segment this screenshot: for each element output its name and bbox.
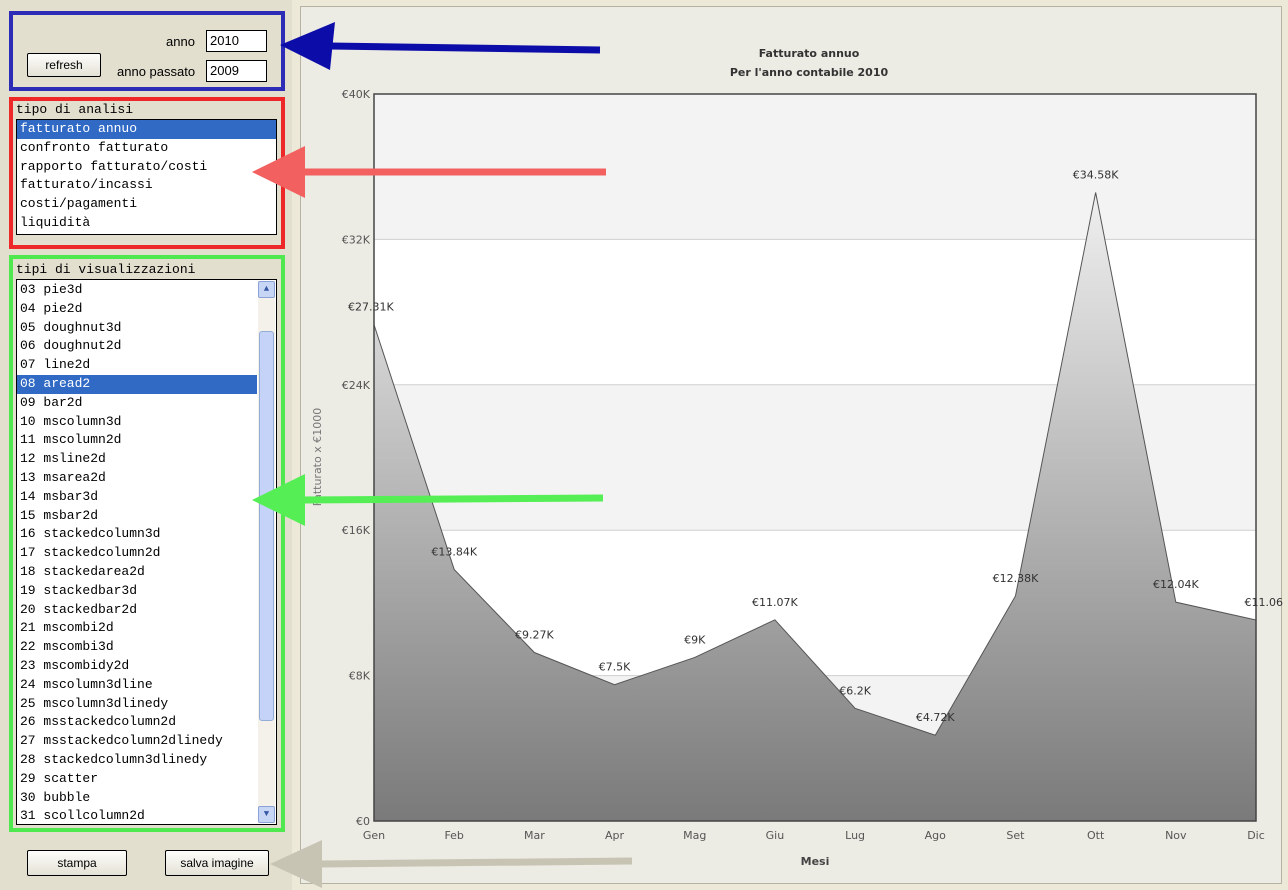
x-axis-label: Mesi bbox=[801, 855, 830, 868]
list-item[interactable]: 07 line2d bbox=[20, 357, 91, 373]
list-item[interactable]: rapporto fatturato/costi bbox=[20, 158, 208, 174]
visualization-type-title: tipi di visualizzazioni bbox=[16, 262, 196, 277]
anno-passato-input[interactable]: 2009 bbox=[206, 60, 267, 82]
anno-input[interactable]: 2010 bbox=[206, 30, 267, 52]
list-item[interactable]: 13 msarea2d bbox=[20, 469, 106, 485]
data-label: €11.06 bbox=[1245, 596, 1284, 609]
y-axis-ticks: €0 €8K €16K €24K €32K €40K bbox=[342, 88, 371, 828]
data-label: €7.5K bbox=[599, 661, 631, 674]
y-tick-label: €16K bbox=[342, 524, 371, 537]
list-item[interactable]: 17 stackedcolumn2d bbox=[20, 545, 161, 561]
list-item[interactable]: 03 pie3d bbox=[20, 282, 83, 297]
x-tick-label: Ott bbox=[1087, 829, 1105, 842]
data-label: €12.38K bbox=[993, 572, 1039, 585]
list-item[interactable]: 09 bar2d bbox=[20, 394, 83, 410]
y-tick-label: €8K bbox=[349, 670, 371, 683]
x-tick-label: Dic bbox=[1247, 829, 1265, 842]
list-item[interactable]: fatturato/incassi bbox=[20, 177, 153, 193]
salva-imagine-button[interactable]: salva imagine bbox=[165, 850, 269, 876]
y-tick-label: €0 bbox=[356, 815, 370, 828]
data-labels: €27.31K €13.84K €9.27K €7.5K €9K €11.07K €6.2K… bbox=[348, 169, 1283, 725]
visualization-type-list[interactable]: 03 pie3d 04 pie2d 05 doughnut3d 06 doughnut… bbox=[16, 279, 277, 825]
data-label: €34.58K bbox=[1073, 169, 1119, 182]
data-label: €27.31K bbox=[348, 301, 394, 314]
list-item[interactable]: 29 scatter bbox=[20, 770, 99, 786]
visualization-type-highlight bbox=[9, 255, 285, 832]
data-label: €9.27K bbox=[515, 629, 554, 642]
list-item[interactable]: 19 stackedbar3d bbox=[20, 582, 138, 598]
data-label: €13.84K bbox=[431, 545, 477, 558]
analysis-type-title: tipo di analisi bbox=[16, 102, 134, 117]
list-item[interactable]: confronto fatturato bbox=[20, 139, 169, 155]
analysis-type-list[interactable]: fatturato annuo confronto fatturato rappor… bbox=[16, 119, 277, 235]
list-item[interactable]: fatturato annuo bbox=[17, 120, 276, 139]
x-tick-label: Set bbox=[1006, 829, 1025, 842]
x-tick-label: Feb bbox=[444, 829, 463, 842]
list-item[interactable]: 26 msstackedcolumn2d bbox=[20, 714, 177, 730]
x-tick-label: Mar bbox=[524, 829, 545, 842]
chart-subtitle: Per l'anno contabile 2010 bbox=[730, 66, 889, 79]
x-tick-label: Giu bbox=[766, 829, 785, 842]
data-label: €11.07K bbox=[752, 596, 798, 609]
list-item[interactable]: 06 doughnut2d bbox=[20, 338, 122, 354]
area-chart: Fatturato annuo Per l'anno contabile 201… bbox=[311, 47, 1283, 868]
scroll-thumb[interactable] bbox=[259, 331, 274, 721]
visualization-scrollbar[interactable]: ▲ ▼ bbox=[258, 281, 275, 823]
data-label: €6.2K bbox=[839, 684, 871, 697]
refresh-button[interactable]: refresh bbox=[27, 53, 101, 77]
list-item[interactable]: 20 stackedbar2d bbox=[20, 601, 138, 617]
x-tick-label: Mag bbox=[683, 829, 706, 842]
x-tick-label: Apr bbox=[605, 829, 625, 842]
chart-title: Fatturato annuo bbox=[759, 47, 860, 60]
x-tick-label: Lug bbox=[845, 829, 865, 842]
plot-border bbox=[373, 93, 1257, 822]
list-item[interactable]: 15 msbar2d bbox=[20, 507, 99, 523]
list-item[interactable]: 31 scollcolumn2d bbox=[20, 808, 145, 824]
y-axis-label: Fatturato x €1000 bbox=[311, 408, 324, 506]
list-item[interactable]: 10 mscolumn3d bbox=[20, 413, 122, 429]
list-item[interactable]: 16 stackedcolumn3d bbox=[20, 526, 161, 542]
list-item[interactable]: 23 mscombidy2d bbox=[20, 657, 130, 673]
scroll-down-icon[interactable]: ▼ bbox=[258, 806, 275, 823]
y-tick-label: €32K bbox=[342, 233, 371, 246]
anno-label: anno bbox=[166, 34, 195, 49]
list-item[interactable]: 14 msbar3d bbox=[20, 488, 99, 504]
scroll-up-icon[interactable]: ▲ bbox=[258, 281, 275, 298]
x-tick-label: Ago bbox=[925, 829, 947, 842]
list-item[interactable]: 24 mscolumn3dline bbox=[20, 676, 153, 692]
area-series bbox=[374, 192, 1256, 822]
list-item[interactable]: 08 aread2 bbox=[17, 374, 257, 394]
anno-passato-label: anno passato bbox=[117, 64, 196, 79]
list-item[interactable]: 22 mscombi3d bbox=[20, 639, 114, 655]
data-label: €4.72K bbox=[916, 711, 955, 724]
list-item[interactable]: 04 pie2d bbox=[20, 300, 83, 316]
data-label: €9K bbox=[684, 633, 706, 646]
list-item[interactable]: liquidità bbox=[20, 214, 91, 230]
list-item[interactable]: 30 bubble bbox=[20, 789, 91, 805]
left-panel: anno 2010 refresh anno passato 2009 tipo… bbox=[0, 0, 292, 890]
list-item[interactable]: 18 stackedarea2d bbox=[20, 563, 145, 579]
data-label: €12.04K bbox=[1153, 578, 1199, 591]
area-series-outline bbox=[373, 192, 1257, 736]
x-tick-label: Nov bbox=[1165, 829, 1187, 842]
list-item[interactable]: 05 doughnut3d bbox=[20, 319, 122, 335]
list-item[interactable]: 21 mscombi2d bbox=[20, 620, 114, 636]
x-tick-label: Gen bbox=[363, 829, 385, 842]
y-tick-label: €24K bbox=[342, 379, 371, 392]
list-item[interactable]: 25 mscolumn3dlinedy bbox=[20, 695, 169, 711]
list-item[interactable]: 27 msstackedcolumn2dlinedy bbox=[20, 733, 223, 749]
list-item[interactable]: 28 stackedcolumn3dlinedy bbox=[20, 751, 208, 767]
list-item[interactable]: 12 msline2d bbox=[20, 451, 106, 467]
x-axis-ticks: Gen Feb Mar Apr Mag Giu Lug Ago Set Ott Nov Dic bbox=[363, 829, 1265, 842]
list-item[interactable]: 11 mscolumn2d bbox=[20, 432, 122, 448]
y-tick-label: €40K bbox=[342, 88, 371, 101]
list-item[interactable]: costi/pagamenti bbox=[20, 196, 138, 212]
stampa-button[interactable]: stampa bbox=[27, 850, 127, 876]
chart-panel: Fatturato annuo Per l'anno contabile 201… bbox=[300, 6, 1283, 884]
